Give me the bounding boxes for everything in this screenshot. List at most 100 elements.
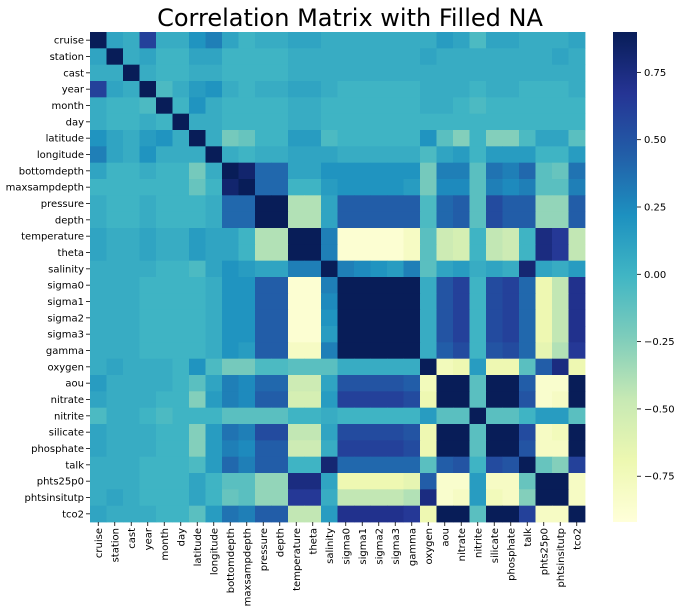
heatmap-cell-cruise-latitude <box>189 32 206 49</box>
heatmap-cell-cruise-salinity <box>321 32 338 49</box>
heatmap-cell-talk-tco2 <box>568 456 586 474</box>
heatmap-cell-sigma0-sigma2 <box>370 277 388 294</box>
heatmap-cell-month-sigma0 <box>337 97 355 115</box>
heatmap-cell-bottomdepth-cast <box>123 162 140 180</box>
heatmap-cell-tco2-phtsinsitutp <box>552 505 569 523</box>
heatmap-cell-nitrate-aou <box>436 391 454 409</box>
heatmap-cell-phosphate-sigma3 <box>387 440 404 458</box>
x-tick-label-theta: theta <box>308 528 319 554</box>
heatmap-cell-temperature-phts25p0 <box>535 228 553 245</box>
heatmap-cell-sigma3-sigma1 <box>354 326 371 343</box>
heatmap-cell-sigma0-sigma0 <box>337 277 355 294</box>
heatmap-cell-station-month <box>156 48 173 66</box>
heatmap-cell-pressure-maxsampdepth <box>238 195 256 213</box>
heatmap-cell-phts25p0-cruise <box>90 473 107 490</box>
heatmap-cell-month-year <box>139 97 157 115</box>
heatmap-cell-nitrate-phosphate <box>502 391 520 409</box>
heatmap-cell-maxsampdepth-phosphate <box>502 179 520 196</box>
heatmap-cell-longitude-theta <box>304 146 322 164</box>
heatmap-cell-sigma2-day <box>172 309 190 327</box>
heatmap-cell-sigma0-day <box>172 277 190 294</box>
heatmap-cell-oxygen-year <box>139 358 157 376</box>
heatmap-cell-maxsampdepth-nitrate <box>453 179 470 196</box>
heatmap-cell-sigma2-oxygen <box>420 309 437 327</box>
heatmap-cell-bottomdepth-station <box>106 162 124 180</box>
heatmap-cell-bottomdepth-depth <box>271 162 289 180</box>
heatmap-cell-tco2-bottomdepth <box>222 505 239 523</box>
heatmap-cell-theta-depth <box>271 244 289 262</box>
heatmap-cell-day-temperature <box>288 113 305 131</box>
heatmap-cell-oxygen-nitrite <box>469 358 487 376</box>
heatmap-cell-nitrate-sigma1 <box>354 391 371 409</box>
heatmap-cell-aou-month <box>156 375 173 392</box>
colorbar-tick-label: −0.25 <box>644 337 675 348</box>
heatmap-cell-oxygen-depth <box>271 358 289 376</box>
heatmap-cell-nitrite-sigma2 <box>370 407 388 425</box>
heatmap-cell-nitrite-oxygen <box>420 407 437 425</box>
heatmap-cell-bottomdepth-tco2 <box>568 162 586 180</box>
heatmap-cell-nitrate-temperature <box>288 391 305 409</box>
heatmap-cell-gamma-cruise <box>90 342 107 360</box>
heatmap-cell-salinity-sigma0 <box>337 260 355 278</box>
heatmap-cell-nitrate-pressure <box>255 391 272 409</box>
heatmap-cell-cruise-cast <box>123 32 140 49</box>
heatmap-cell-theta-maxsampdepth <box>238 244 256 262</box>
heatmap-cell-maxsampdepth-bottomdepth <box>222 179 239 196</box>
heatmap-cell-sigma1-phts25p0 <box>535 293 553 311</box>
heatmap-cell-day-cast <box>123 113 140 131</box>
y-tick-label-station: station <box>50 52 84 63</box>
heatmap-cell-month-depth <box>271 97 289 115</box>
heatmap-cell-day-pressure <box>255 113 272 131</box>
heatmap-cell-year-depth <box>271 81 289 98</box>
heatmap-cell-phts25p0-sigma2 <box>370 473 388 490</box>
heatmap-cell-phtsinsitutp-sigma0 <box>337 489 355 507</box>
heatmap-cell-month-pressure <box>255 97 272 115</box>
heatmap-cell-phosphate-day <box>172 440 190 458</box>
x-tick-label-aou: aou <box>440 528 451 547</box>
heatmap-cell-gamma-sigma2 <box>370 342 388 360</box>
heatmap-cell-sigma3-aou <box>436 326 454 343</box>
heatmap-cell-nitrate-day <box>172 391 190 409</box>
heatmap-cell-depth-longitude <box>205 211 223 229</box>
heatmap-cell-silicate-silicate <box>486 424 503 441</box>
heatmap-cell-depth-oxygen <box>420 211 437 229</box>
heatmap-cell-aou-phtsinsitutp <box>552 375 569 392</box>
heatmap-cell-aou-sigma2 <box>370 375 388 392</box>
heatmap-cell-temperature-salinity <box>321 228 338 245</box>
heatmap-cell-sigma2-silicate <box>486 309 503 327</box>
heatmap-cell-phtsinsitutp-sigma3 <box>387 489 404 507</box>
heatmap-cell-aou-longitude <box>205 375 223 392</box>
heatmap-cell-maxsampdepth-year <box>139 179 157 196</box>
heatmap-cell-sigma2-nitrite <box>469 309 487 327</box>
heatmap-cell-nitrite-aou <box>436 407 454 425</box>
y-tick-labels: cruise station cast year month day latitude lon… <box>6 36 90 520</box>
heatmap-cell-nitrate-maxsampdepth <box>238 391 256 409</box>
heatmap-cell-phts25p0-theta <box>304 473 322 490</box>
heatmap-cell-latitude-oxygen <box>420 130 437 147</box>
heatmap-cell-bottomdepth-nitrate <box>453 162 470 180</box>
heatmap-cell-sigma3-latitude <box>189 326 206 343</box>
heatmap-cell-month-salinity <box>321 97 338 115</box>
heatmap-cell-gamma-sigma3 <box>387 342 404 360</box>
heatmap-cell-sigma0-theta <box>304 277 322 294</box>
heatmap-cell-cruise-tco2 <box>568 32 586 49</box>
heatmap-cell-nitrate-tco2 <box>568 391 586 409</box>
heatmap-cell-oxygen-latitude <box>189 358 206 376</box>
heatmap-cell-latitude-cruise <box>90 130 107 147</box>
heatmap-cell-talk-gamma <box>403 456 421 474</box>
heatmap-cell-temperature-cast <box>123 228 140 245</box>
heatmap-cell-pressure-station <box>106 195 124 213</box>
heatmap-cell-nitrate-phts25p0 <box>535 391 553 409</box>
heatmap-cell-silicate-cast <box>123 424 140 441</box>
heatmap-cell-day-phosphate <box>502 113 520 131</box>
heatmap-cell-oxygen-pressure <box>255 358 272 376</box>
heatmap-cell-phosphate-sigma2 <box>370 440 388 458</box>
heatmap-cell-pressure-day <box>172 195 190 213</box>
heatmap-cell-sigma3-talk <box>519 326 536 343</box>
heatmap-cell-oxygen-phtsinsitutp <box>552 358 569 376</box>
heatmap-cell-pressure-theta <box>304 195 322 213</box>
heatmap-cell-sigma1-year <box>139 293 157 311</box>
heatmap-cell-aou-year <box>139 375 157 392</box>
heatmap-cell-year-sigma1 <box>354 81 371 98</box>
heatmap-cell-bottomdepth-phts25p0 <box>535 162 553 180</box>
